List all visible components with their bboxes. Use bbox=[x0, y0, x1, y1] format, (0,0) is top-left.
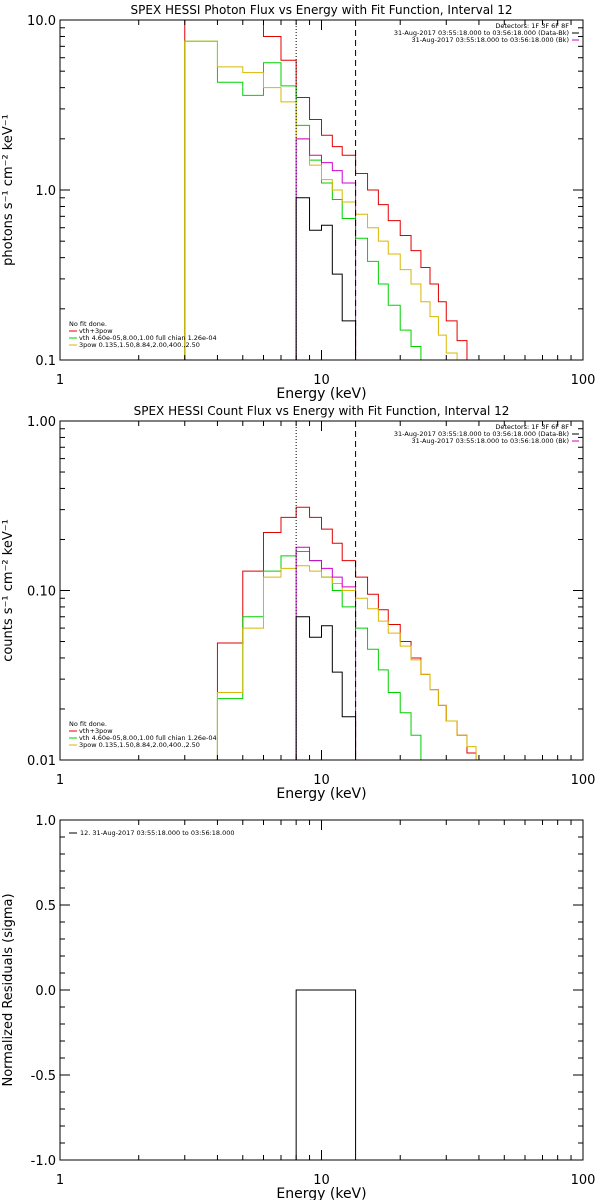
y-tick-label: 0.5 bbox=[35, 899, 56, 914]
y-tick-label: 0.1 bbox=[35, 354, 56, 369]
legend-entry: 3pow 0.135,1.50,8.84,2.00,400.,2.50 bbox=[79, 741, 200, 749]
y-tick-label: 0.10 bbox=[27, 585, 56, 600]
chart-title: SPEX HESSI Photon Flux vs Energy with Fi… bbox=[131, 3, 513, 17]
series-3-histogram bbox=[185, 41, 467, 370]
y-tick-label: 10.0 bbox=[27, 14, 56, 29]
x-tick-label: 100 bbox=[571, 1173, 596, 1188]
series-2-histogram bbox=[185, 41, 430, 370]
x-axis-label: Energy (keV) bbox=[276, 786, 366, 802]
x-tick-label: 100 bbox=[571, 373, 596, 388]
x-tick-label: 1 bbox=[56, 373, 64, 388]
legend-entry: 31-Aug-2017 03:55:18.000 to 03:56:18.000… bbox=[412, 437, 569, 445]
series-2-histogram bbox=[185, 551, 439, 797]
y-axis-label: counts s⁻¹ cm⁻² keV⁻¹ bbox=[1, 519, 16, 662]
series-1-histogram bbox=[296, 990, 355, 1160]
legend-entry: 3pow 0.135,1.50,8.84,2.00,400.,2.50 bbox=[79, 341, 200, 349]
y-tick-label: 1.0 bbox=[35, 814, 56, 829]
series-5-histogram bbox=[296, 198, 355, 370]
legend-entry: 12. 31-Aug-2017 03:55:18.000 to 03:56:18… bbox=[80, 829, 235, 837]
y-tick-label: 0.0 bbox=[35, 984, 56, 999]
chart-title: SPEX HESSI Count Flux vs Energy with Fit… bbox=[134, 404, 510, 418]
x-tick-label: 100 bbox=[571, 773, 596, 788]
y-tick-label: 0.01 bbox=[27, 754, 56, 769]
y-axis-label: Normalized Residuals (sigma) bbox=[1, 893, 16, 1086]
x-axis-label: Energy (keV) bbox=[276, 386, 366, 402]
legend-entry: 31-Aug-2017 03:55:18.000 to 03:56:18.000… bbox=[412, 36, 569, 44]
plot-frame bbox=[60, 20, 583, 360]
x-tick-label: 1 bbox=[56, 1173, 64, 1188]
series-3-histogram bbox=[185, 566, 497, 798]
series-4-histogram bbox=[296, 139, 355, 370]
series-5-histogram bbox=[296, 617, 355, 770]
y-tick-label: -1.0 bbox=[31, 1154, 56, 1169]
series-1-histogram bbox=[185, 507, 507, 786]
y-tick-label: -0.5 bbox=[31, 1069, 56, 1084]
series-4-histogram bbox=[296, 547, 355, 770]
y-axis-label: photons s⁻¹ cm⁻² keV⁻¹ bbox=[1, 114, 16, 266]
y-tick-label: 1.00 bbox=[27, 415, 56, 430]
x-axis-label: Energy (keV) bbox=[276, 1186, 366, 1200]
y-tick-label: 1.0 bbox=[35, 184, 56, 199]
x-tick-label: 1 bbox=[56, 773, 64, 788]
figure: 1 10 1000.11.010.0SPEX HESSI Photon Flux v… bbox=[0, 0, 600, 1200]
plot-frame bbox=[60, 421, 583, 760]
